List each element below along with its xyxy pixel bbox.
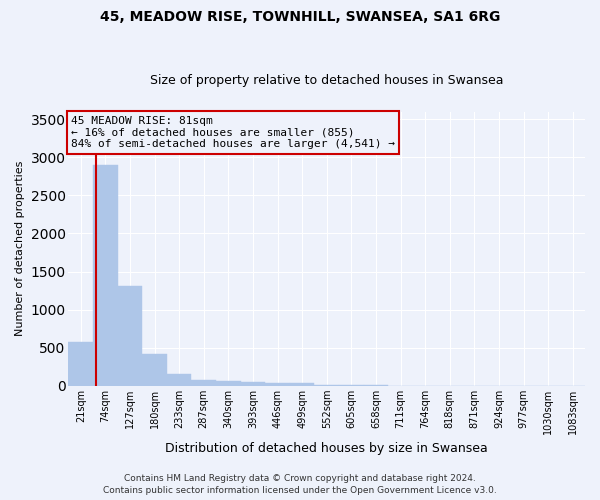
Text: 45, MEADOW RISE, TOWNHILL, SWANSEA, SA1 6RG: 45, MEADOW RISE, TOWNHILL, SWANSEA, SA1 …	[100, 10, 500, 24]
Bar	[118, 286, 142, 386]
Bar	[265, 382, 290, 386]
Bar	[191, 380, 216, 386]
Bar	[93, 165, 118, 386]
Title: Size of property relative to detached houses in Swansea: Size of property relative to detached ho…	[150, 74, 503, 87]
Text: Contains HM Land Registry data © Crown copyright and database right 2024.
Contai: Contains HM Land Registry data © Crown c…	[103, 474, 497, 495]
Bar	[68, 342, 93, 386]
X-axis label: Distribution of detached houses by size in Swansea: Distribution of detached houses by size …	[166, 442, 488, 455]
Bar	[167, 374, 191, 386]
Bar	[241, 382, 265, 386]
Bar	[314, 385, 339, 386]
Text: 45 MEADOW RISE: 81sqm
← 16% of detached houses are smaller (855)
84% of semi-det: 45 MEADOW RISE: 81sqm ← 16% of detached …	[71, 116, 395, 149]
Bar	[290, 383, 314, 386]
Bar	[142, 354, 167, 386]
Y-axis label: Number of detached properties: Number of detached properties	[15, 161, 25, 336]
Bar	[216, 382, 241, 386]
